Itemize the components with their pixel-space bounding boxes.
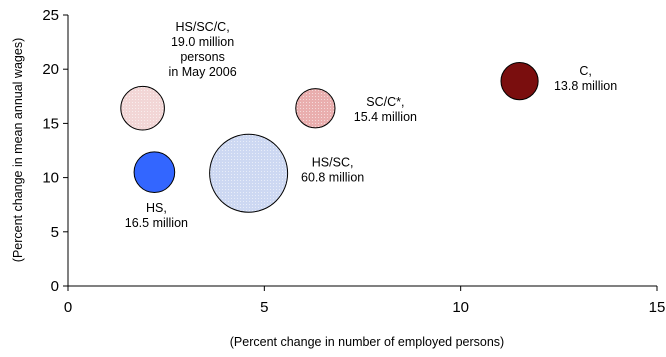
bubble-label: HS/SC/C, 19.0 million persons in May 2006 <box>169 20 237 79</box>
x-tick-label: 0 <box>64 299 72 316</box>
bubble-label-line: 16.5 million <box>125 216 188 230</box>
bubble-label-line: 15.4 million <box>354 110 417 124</box>
bubble-label-line: HS/SC, <box>312 155 354 169</box>
x-tick-label: 5 <box>260 299 268 316</box>
y-tick-label: 20 <box>42 61 59 78</box>
bubbles <box>120 62 539 213</box>
bubble <box>133 151 176 193</box>
axes: 0 5 10 15 20 25 0 5 10 15 <box>42 7 665 316</box>
bubble-labels: HS/SC/C, 19.0 million persons in May 2006HS… <box>125 20 617 230</box>
bubble-label-line: persons <box>180 50 224 64</box>
y-axis-title: (Percent change in mean annual wages) <box>11 38 25 262</box>
bubble-label-line: HS/SC/C, <box>176 20 230 34</box>
bubble-label-line: 13.8 million <box>554 79 617 93</box>
y-tick-label: 10 <box>42 170 59 187</box>
bubble-label: C, 13.8 million <box>554 64 617 93</box>
y-tick-label: 15 <box>42 115 59 132</box>
x-tick-label: 10 <box>452 299 469 316</box>
bubble-texture <box>296 89 335 128</box>
bubble-label: SC/C*, 15.4 million <box>354 95 417 124</box>
bubble <box>500 62 539 101</box>
bubble-texture <box>121 86 164 130</box>
y-tick-label: 0 <box>51 278 59 295</box>
bubble-texture <box>210 134 288 212</box>
y-tick-label: 25 <box>42 7 59 24</box>
bubble-label-line: 19.0 million <box>171 35 234 49</box>
x-tick-label: 15 <box>649 299 666 316</box>
y-tick-label: 5 <box>51 224 59 241</box>
bubble-label-line: SC/C*, <box>366 95 404 109</box>
bubble-label-line: C, <box>579 64 592 78</box>
bubble-label-line: 60.8 million <box>301 170 364 184</box>
bubble-label: HS, 16.5 million <box>125 201 188 230</box>
bubble-label: HS/SC, 60.8 million <box>301 155 364 184</box>
x-axis-title: (Percent change in number of employed pe… <box>230 335 504 349</box>
bubble-label-line: HS, <box>146 201 167 215</box>
bubble-label-line: in May 2006 <box>169 65 237 79</box>
